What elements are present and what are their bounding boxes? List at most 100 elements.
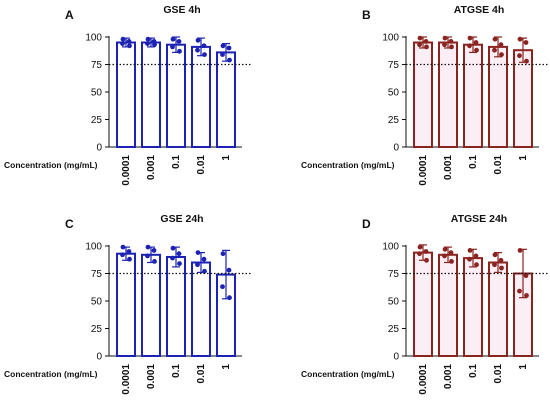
data-point — [524, 293, 529, 298]
x-tick-label: 1 — [221, 155, 232, 161]
panel-label: A — [65, 8, 74, 22]
y-tick-label: 50 — [388, 88, 400, 99]
bar — [488, 45, 508, 148]
data-point — [151, 248, 157, 253]
data-point — [473, 253, 479, 259]
data-point — [424, 44, 429, 50]
y-tick-label: 25 — [388, 115, 400, 126]
x-tick-label: 0.01 — [493, 155, 504, 175]
bar — [191, 261, 211, 357]
panel-a: A GSE 4h 0 25 50 75 100 0.0001 0.001 0.1 0.01 1 Conc… — [4, 4, 252, 186]
y-tick-label: 100 — [382, 242, 399, 253]
data-point — [523, 40, 529, 45]
bar — [463, 257, 483, 358]
data-point — [127, 43, 132, 49]
y-tick-label: 0 — [96, 352, 102, 363]
bar — [438, 41, 458, 148]
x-tick-label: 0.0001 — [418, 155, 429, 186]
y-tick-label: 100 — [85, 242, 102, 253]
bar — [191, 45, 211, 148]
data-point — [417, 42, 422, 48]
x-tick-label: 0.1 — [171, 364, 182, 378]
data-point — [442, 42, 447, 48]
data-point — [524, 58, 529, 64]
bar — [438, 253, 458, 357]
data-point — [195, 250, 201, 256]
bar — [413, 41, 433, 148]
y-tick-label: 75 — [91, 269, 103, 280]
data-point — [467, 248, 473, 253]
data-point — [202, 268, 207, 274]
x-axis-title: Concentration (mg/mL) — [4, 160, 98, 170]
data-point — [195, 37, 201, 43]
data-point — [499, 52, 504, 57]
y-tick-label: 50 — [91, 88, 103, 99]
x-tick-label: 0.1 — [468, 155, 479, 169]
y-tick-label: 50 — [388, 297, 400, 308]
bar — [216, 51, 236, 148]
data-point — [442, 246, 448, 252]
data-point — [220, 284, 225, 290]
data-point — [120, 252, 125, 258]
data-point — [417, 244, 423, 250]
data-point — [145, 253, 150, 259]
data-point — [177, 261, 182, 266]
bar — [166, 256, 186, 357]
data-point — [227, 57, 232, 63]
x-axis-title: Concentration (mg/mL) — [301, 369, 395, 379]
data-point — [120, 244, 126, 250]
data-point — [492, 47, 497, 53]
data-point — [170, 36, 176, 42]
data-point — [145, 244, 151, 250]
x-tick-label: 1 — [518, 155, 529, 161]
panel-label: D — [362, 217, 371, 231]
data-point — [220, 52, 225, 57]
data-point — [448, 250, 454, 256]
panel-label: C — [65, 217, 74, 231]
panel-d: D ATGSE 24h 0 25 50 75 100 0.0001 0.001 0.1 0.01 1 C… — [301, 213, 549, 395]
x-tick-label: 0.001 — [443, 155, 454, 180]
data-point — [176, 251, 182, 257]
data-point — [492, 262, 497, 268]
x-tick-label: 0.01 — [196, 364, 207, 384]
data-point — [170, 255, 175, 261]
bar — [116, 252, 136, 357]
data-point — [499, 265, 504, 271]
x-tick-label: 1 — [221, 364, 232, 370]
data-point — [424, 257, 429, 263]
panel-c: C GSE 24h 0 25 50 75 100 0.0001 0.001 0.1 0.01 1 Con… — [4, 213, 252, 395]
data-point — [467, 256, 472, 262]
x-tick-label: 0.1 — [171, 155, 182, 169]
data-point — [195, 47, 200, 53]
data-point — [417, 35, 423, 41]
data-point — [517, 53, 522, 59]
data-point — [145, 36, 151, 42]
y-tick-label: 75 — [91, 60, 103, 71]
x-tick-label: 0.01 — [493, 364, 504, 384]
data-point — [126, 249, 132, 254]
x-axis-title: Concentration (mg/mL) — [301, 160, 395, 170]
data-point — [442, 253, 447, 259]
data-point — [423, 39, 429, 44]
y-tick-label: 25 — [91, 115, 103, 126]
data-point — [474, 262, 479, 268]
y-tick-label: 75 — [388, 60, 400, 71]
data-point — [127, 256, 132, 262]
chart-title: GSE 4h — [163, 4, 200, 16]
data-point — [220, 43, 226, 49]
data-point — [442, 35, 448, 41]
data-point — [492, 252, 498, 258]
data-point — [201, 43, 207, 49]
data-point — [467, 35, 473, 41]
y-tick-label: 100 — [85, 33, 102, 44]
data-point — [226, 45, 232, 51]
y-tick-label: 50 — [91, 297, 103, 308]
bar — [413, 251, 433, 358]
x-axis-title: Concentration (mg/mL) — [4, 369, 98, 379]
data-point — [449, 44, 454, 50]
chart-title: GSE 24h — [160, 213, 203, 225]
y-tick-label: 0 — [393, 352, 399, 363]
bar — [463, 43, 483, 149]
data-point — [517, 288, 522, 294]
